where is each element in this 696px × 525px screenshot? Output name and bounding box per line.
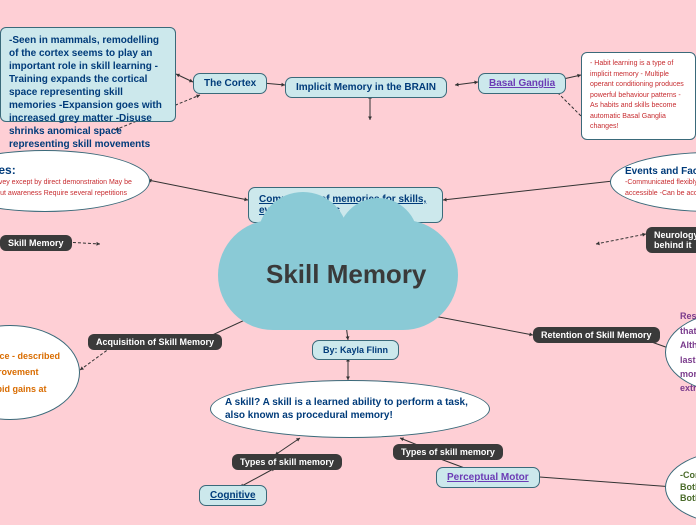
events-facts-bubble: Events and Facts -Communicated flexibly … — [610, 152, 696, 212]
pm-notes-bubble: -Consist of motor loops -Both require re… — [665, 450, 696, 525]
basal-notes-box: - Habit learning is a type of implicit m… — [581, 52, 696, 140]
retention-notes-bubble: Researchers have found that massed pract… — [665, 310, 696, 395]
cognitive-node[interactable]: Cognitive — [199, 485, 267, 506]
author-pill: By: Kayla Flinn — [312, 340, 399, 360]
the-cortex-node[interactable]: The Cortex — [193, 73, 267, 94]
center-title: Skill Memory — [266, 259, 426, 290]
events-facts-title: Events and Facts — [625, 165, 696, 178]
implicit-memory-node[interactable]: Implicit Memory in the BRAIN — [285, 77, 447, 98]
acquisition-pill[interactable]: Acquisition of Skill Memory — [88, 334, 222, 350]
memories-bubble: memories: Difficult to convey except by … — [0, 150, 150, 212]
neurology-pill[interactable]: Neurology behind it — [646, 227, 696, 253]
a-skill-bubble: A skill? A skill is a learned ability to… — [210, 380, 490, 438]
memories-lines: Difficult to convey except by direct dem… — [0, 178, 135, 199]
basal-ganglia-node[interactable]: Basal Ganglia — [478, 73, 566, 94]
center-cloud: Skill Memory — [218, 220, 458, 330]
skill-memory-pill[interactable]: Skill Memory — [0, 235, 72, 251]
memories-title: memories: — [0, 163, 16, 179]
types-pill-1[interactable]: Types of skill memory — [232, 454, 342, 470]
perceptual-motor-node[interactable]: Perceptual Motor — [436, 467, 540, 488]
a-skill-text: A skill? A skill is a learned ability to… — [225, 396, 475, 422]
cortex-notes-box: -Seen in mammals, remodelling of the cor… — [0, 27, 176, 122]
retention-pill[interactable]: Retention of Skill Memory — [533, 327, 660, 343]
types-pill-2[interactable]: Types of skill memory — [393, 444, 503, 460]
performance-bubble: performance - described bt the improveme… — [0, 325, 80, 420]
events-facts-lines: -Communicated flexibly -Have content tha… — [625, 178, 696, 199]
